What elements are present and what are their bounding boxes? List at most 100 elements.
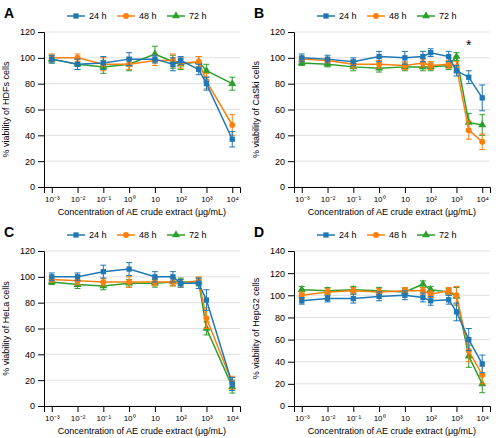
x-tick-label: 10⁻¹ [97,414,112,423]
y-tick-label: 20 [25,157,35,167]
error-bar [100,57,106,70]
point [454,309,459,314]
error-bar-part [196,56,202,57]
point [427,62,435,69]
legend-entry: 48 h [117,11,157,21]
error-bar [453,66,459,76]
error-bar-part [75,59,81,60]
x-tick: 10³ [451,187,463,204]
grid-line [294,361,490,362]
y-tick-mark [38,161,44,162]
x-tick-mark [302,406,303,412]
point [100,279,106,285]
x-tick-mark [129,187,130,193]
point [202,66,210,73]
y-tick-label: 20 [275,379,285,389]
legend-entry: 48 h [117,230,157,240]
legend-label: 24 h [339,11,357,21]
y-tick-label: 20 [275,157,285,167]
point [152,56,157,61]
x-tick-mark [456,406,457,412]
point [299,298,304,303]
error-bar [420,293,426,302]
x-tick-label: 10⁻² [321,414,336,423]
error-bar-part [466,367,472,368]
point [49,56,54,61]
point [402,55,407,60]
legend-label: 24 h [339,230,357,240]
y-tick-label: 0 [30,401,35,411]
y-tick-mark [38,58,44,59]
grid-line [294,383,490,384]
series-line [302,291,482,375]
error-bar [49,273,55,281]
y-tick: 80 [275,79,294,89]
series [48,277,237,393]
legend-marker [73,232,78,237]
y-axis-title: % viability of HDFs cells [1,61,11,158]
error-bar [446,288,452,295]
error-bar-part [479,372,485,373]
panel-title: B [254,5,264,21]
error-bar-part [350,65,356,66]
y-tick: 100 [270,291,294,301]
y-tick: 100 [270,53,294,63]
series [299,49,485,111]
x-tick-mark [78,187,79,193]
error-bar-part [446,61,452,62]
error-bar [376,60,382,68]
point [351,296,356,301]
grid-line [44,354,240,355]
series-line [52,282,232,387]
x-tick-mark [52,187,53,193]
series [49,53,235,147]
series-line [302,53,482,98]
y-tick-label: 100 [20,272,35,282]
point [376,54,381,59]
x-tick-label: 10⁻³ [45,195,60,204]
error-bar [420,51,426,61]
x-tick-mark [405,406,406,412]
error-bar-part [170,282,176,283]
y-tick: 0 [280,182,294,192]
error-bar-part [376,300,382,301]
x-tick-label: 10 [401,195,410,204]
x-tick-mark [103,406,104,412]
x-tick: 10² [425,406,437,423]
point [420,288,426,294]
y-axis-line [288,252,295,407]
error-bar [178,278,184,286]
error-bar-part [446,295,452,296]
y-tick: 0 [30,182,44,192]
point [178,281,183,286]
error-bar [466,329,472,351]
error-bar-part [196,278,202,279]
y-tick-mark [288,384,294,385]
error-bar [178,57,184,65]
series [49,54,235,135]
y-tick-label: 0 [280,182,285,192]
y-axis-title: % viability of HeLa cells [1,281,11,376]
x-tick-label: 10⁻¹ [97,195,112,204]
error-bar-part [170,70,176,71]
point [420,295,425,300]
y-tick-label: 40 [25,131,35,141]
error-bar-part [479,134,485,135]
legend-entry: 24 h [317,11,357,21]
error-bar [203,308,209,329]
error-bar-part [178,68,184,69]
error-bar-part [203,310,209,311]
y-tick-mark [38,32,44,33]
x-tick: 10⁴ [477,187,490,204]
y-tick: 80 [25,79,44,89]
error-bar-part [75,69,81,70]
point [204,297,209,302]
error-bar [49,54,55,62]
error-bar [466,121,472,139]
y-tick-mark [288,32,294,33]
x-tick-label: 10² [175,195,187,204]
x-tick-label: 10⁻² [321,195,336,204]
series-line [52,279,232,382]
point [230,381,235,386]
legend-marker [323,13,328,18]
